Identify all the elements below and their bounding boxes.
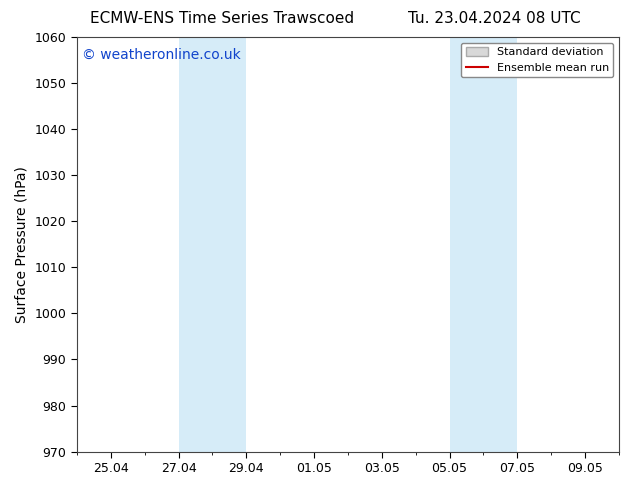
- Bar: [450, 37, 517, 452]
- Legend: Standard deviation, Ensemble mean run: Standard deviation, Ensemble mean run: [461, 43, 614, 77]
- Text: Tu. 23.04.2024 08 UTC: Tu. 23.04.2024 08 UTC: [408, 11, 581, 26]
- Text: ECMW-ENS Time Series Trawscoed: ECMW-ENS Time Series Trawscoed: [90, 11, 354, 26]
- Text: © weatheronline.co.uk: © weatheronline.co.uk: [82, 48, 241, 62]
- Bar: [179, 37, 246, 452]
- Y-axis label: Surface Pressure (hPa): Surface Pressure (hPa): [15, 166, 29, 323]
